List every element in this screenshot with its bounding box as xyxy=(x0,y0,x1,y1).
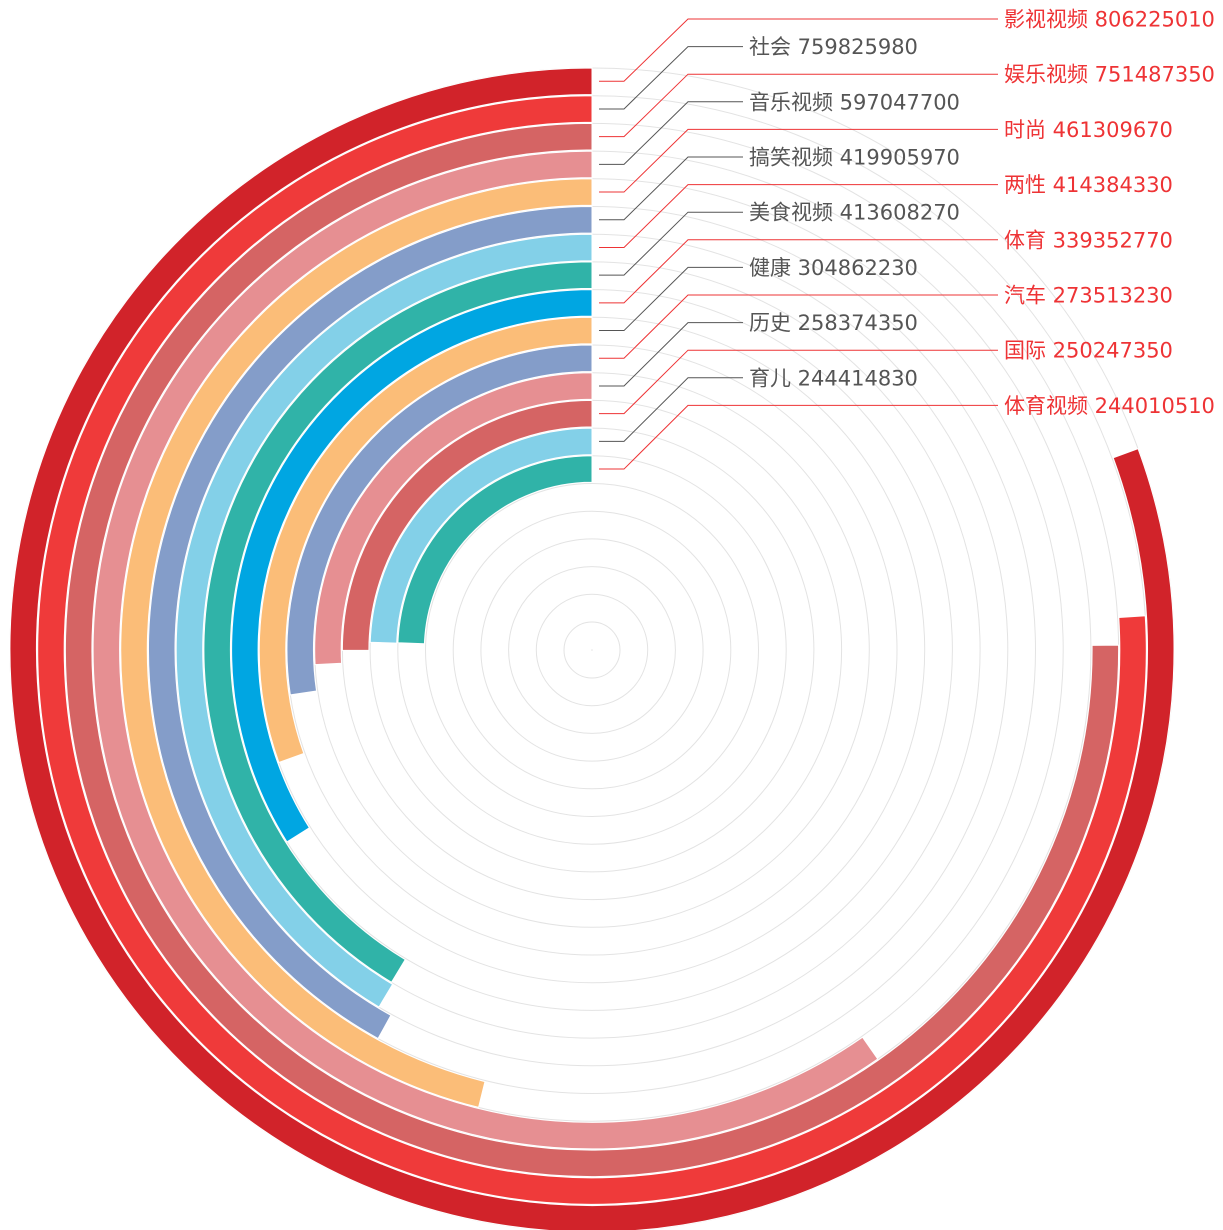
leader-line-3 xyxy=(599,73,998,138)
grid-ring xyxy=(563,621,621,679)
leader-line-10 xyxy=(599,266,743,332)
grid-ring xyxy=(452,510,732,790)
label-4: 音乐视频 597047700 xyxy=(749,90,960,114)
grid-ring xyxy=(508,566,676,734)
leader-line-6 xyxy=(599,156,743,221)
leader-line-1 xyxy=(599,18,998,82)
bar-6 xyxy=(147,205,593,1040)
bar-12 xyxy=(314,372,593,666)
leader-line-2 xyxy=(599,46,743,110)
leader-layer xyxy=(599,18,998,470)
label-1: 影视视频 806225010 xyxy=(1004,8,1215,32)
grid-ring xyxy=(425,483,759,817)
label-10: 健康 304862230 xyxy=(749,256,918,280)
label-15: 体育视频 244010510 xyxy=(1004,394,1215,418)
leader-line-5 xyxy=(599,128,998,193)
bar-3 xyxy=(64,122,1120,1178)
leader-line-15 xyxy=(599,404,998,470)
leader-line-9 xyxy=(599,239,998,304)
label-7: 两性 414384330 xyxy=(1004,173,1173,197)
label-14: 育儿 244414830 xyxy=(749,366,918,390)
bars-layer xyxy=(9,67,1175,1230)
label-5: 时尚 461309670 xyxy=(1004,118,1173,142)
bar-14 xyxy=(369,427,593,644)
label-6: 搞笑视频 419905970 xyxy=(749,146,960,170)
labels-layer: 影视视频 806225010 社会 759825980 娱乐视频 751487350… xyxy=(749,8,1215,418)
grid-ring xyxy=(480,538,704,762)
bar-13 xyxy=(341,399,593,651)
leader-line-7 xyxy=(599,184,998,248)
leader-line-11 xyxy=(599,294,998,359)
bar-9 xyxy=(231,289,593,843)
leader-line-4 xyxy=(599,101,743,165)
bar-8 xyxy=(203,261,593,983)
grid-ring xyxy=(591,649,593,651)
grid-ring xyxy=(535,593,649,707)
leader-line-14 xyxy=(599,377,743,442)
bar-11 xyxy=(286,344,593,696)
bar-2 xyxy=(37,95,1147,1205)
bar-15 xyxy=(397,455,593,645)
leader-line-13 xyxy=(599,349,998,415)
label-8: 美食视频 413608270 xyxy=(749,201,960,225)
label-3: 娱乐视频 751487350 xyxy=(1004,63,1215,87)
label-9: 体育 339352770 xyxy=(1004,228,1173,252)
label-12: 历史 258374350 xyxy=(749,311,918,335)
label-11: 汽车 273513230 xyxy=(1004,284,1173,308)
label-13: 国际 250247350 xyxy=(1004,339,1173,363)
label-2: 社会 759825980 xyxy=(749,35,918,59)
bar-10 xyxy=(258,316,593,764)
bar-4 xyxy=(92,150,879,1150)
bar-7 xyxy=(175,233,593,1008)
bar-5 xyxy=(120,178,593,1108)
leader-line-12 xyxy=(599,322,743,387)
leader-line-8 xyxy=(599,211,743,276)
bar-1 xyxy=(9,67,1175,1230)
